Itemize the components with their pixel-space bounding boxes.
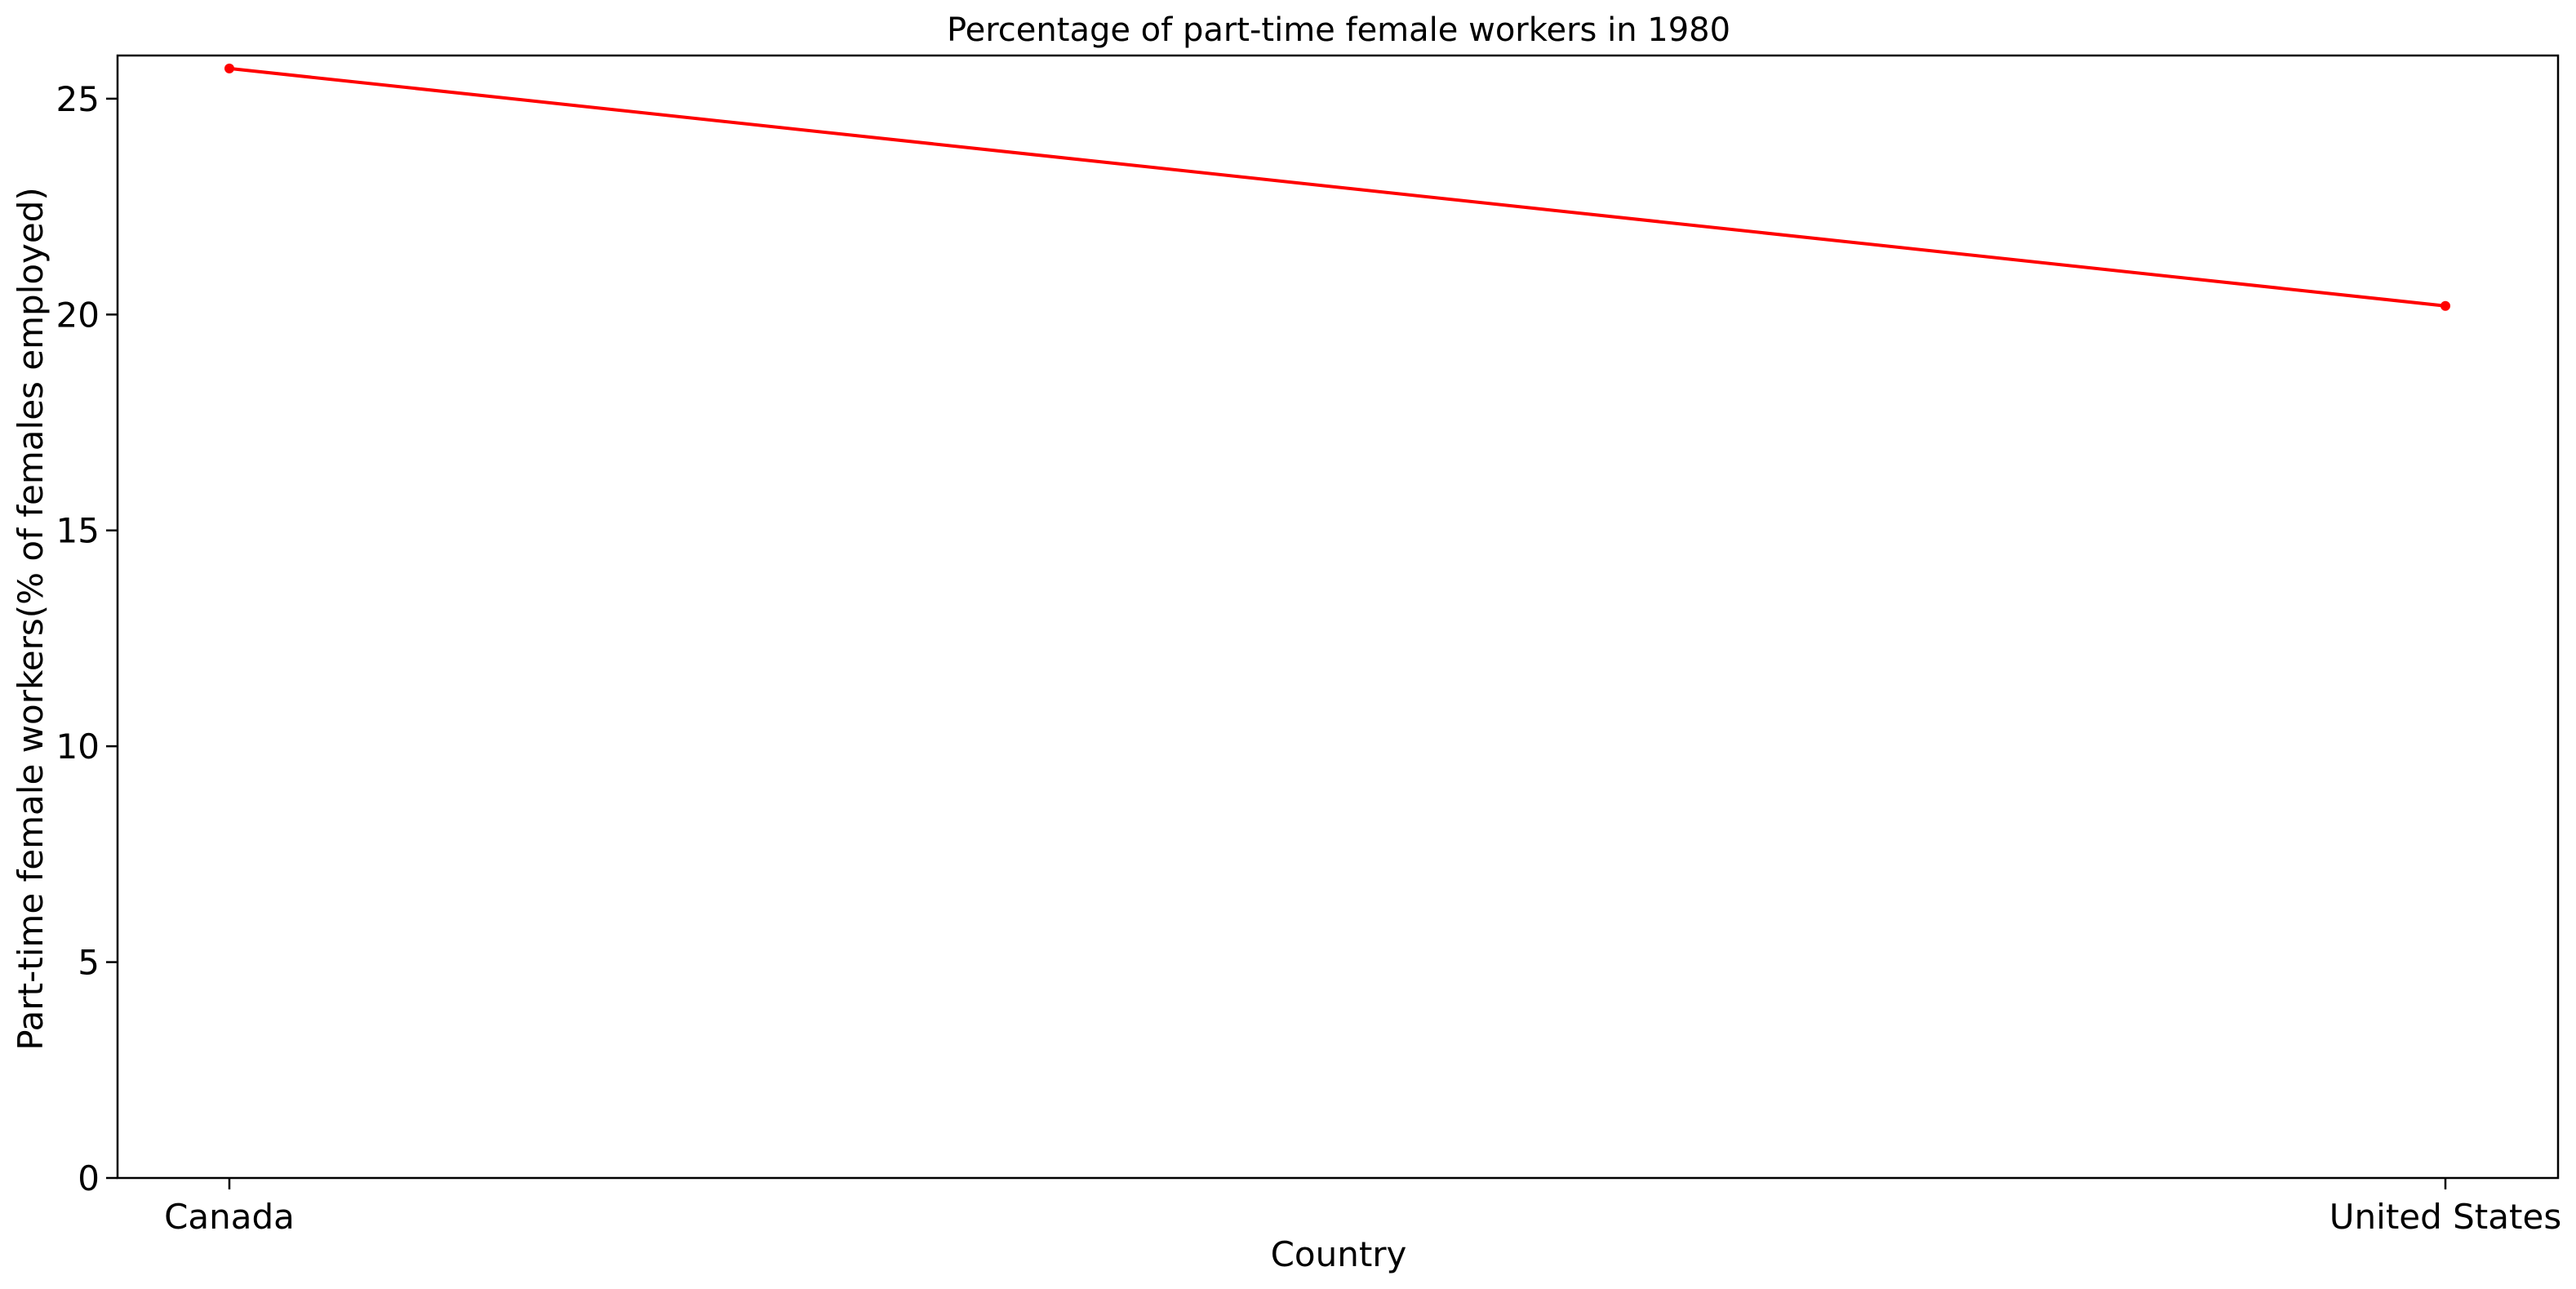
- series-line: [229, 66, 2446, 308]
- x-axis-label: Country: [1271, 1234, 1407, 1274]
- y-axis: 0 5 10 15 20 25: [56, 79, 118, 1198]
- y-tick-label: 5: [78, 943, 100, 983]
- y-tick-label: 0: [78, 1158, 100, 1198]
- x-axis: Canada United States: [164, 1178, 2561, 1237]
- data-point: [224, 63, 234, 73]
- x-tick-label: United States: [2330, 1197, 2561, 1237]
- data-point: [2441, 300, 2450, 311]
- plot-area-frame: [116, 54, 2560, 1180]
- y-tick-label: 20: [56, 295, 100, 335]
- y-tick-label: 25: [56, 79, 100, 119]
- y-tick-label: 10: [56, 727, 100, 767]
- series-layer: [224, 63, 2450, 311]
- y-axis-label: Part-time female workers(% of females em…: [11, 187, 51, 1051]
- chart-title: Percentage of part-time female workers i…: [947, 11, 1730, 49]
- x-tick-label: Canada: [164, 1197, 295, 1237]
- y-tick-label: 15: [56, 511, 100, 551]
